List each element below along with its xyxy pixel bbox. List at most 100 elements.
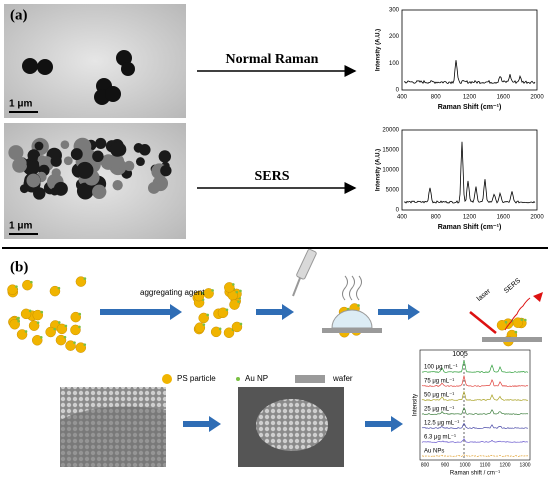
- ps-particle: [16, 329, 28, 340]
- x-tick-label: 1000: [459, 462, 470, 468]
- laser-label: laser: [476, 287, 493, 303]
- au-np: [239, 322, 243, 326]
- x-tick-label: 800: [431, 95, 442, 101]
- au-np: [83, 277, 87, 280]
- x-tick-label: 2000: [530, 95, 544, 101]
- particle: [110, 142, 125, 157]
- au-np: [57, 286, 61, 290]
- au-np: [28, 309, 32, 313]
- ps-particle: [75, 276, 87, 287]
- y-tick-label: 100: [389, 61, 400, 67]
- ps-particle: [31, 335, 43, 346]
- legend-entry: wafer: [332, 374, 353, 383]
- particle: [147, 182, 160, 194]
- particle: [124, 160, 135, 172]
- particle: [60, 140, 70, 150]
- ps-particle: [22, 279, 33, 291]
- spectrum: [421, 422, 529, 429]
- x-tick-label: 2000: [530, 215, 544, 221]
- ps-particle: [28, 320, 40, 331]
- particle: [101, 159, 111, 169]
- legend: PS particle Au NP wafer: [162, 374, 353, 384]
- spectrum: [421, 454, 529, 457]
- au-np: [524, 318, 527, 322]
- au-np: [40, 310, 44, 314]
- au-np: [232, 283, 235, 286]
- spectrum: [421, 438, 529, 443]
- peak-label: 1005: [452, 351, 468, 358]
- concentration-label: 12.5 μg mL⁻¹: [424, 421, 459, 427]
- scale-text: 1 μm: [9, 99, 32, 110]
- ps-particle: [9, 318, 20, 330]
- ps-particle: [7, 284, 18, 295]
- au-np: [78, 312, 82, 316]
- concentration-label: Au NPs: [424, 449, 444, 455]
- panel-label: (b): [10, 259, 28, 275]
- ps-particle: [224, 282, 235, 293]
- au-np: [504, 320, 508, 324]
- particle: [63, 156, 73, 166]
- x-tick-label: 900: [441, 462, 450, 468]
- spectrum: [421, 374, 529, 387]
- y-tick-label: 300: [389, 8, 400, 14]
- ps-particle: [496, 319, 508, 331]
- au-np: [39, 335, 43, 339]
- ps-particle: [20, 308, 32, 320]
- x-axis-label: Raman Shift (cm⁻¹): [438, 224, 502, 231]
- particle: [139, 144, 151, 156]
- y-axis-label: Intensity (A.U.): [376, 149, 382, 191]
- measurement: [469, 292, 543, 342]
- particle: [95, 137, 107, 150]
- concentration-label: 100 μg mL⁻¹: [424, 365, 458, 371]
- plot-frame: [419, 349, 531, 461]
- concentration-label: 50 μg mL⁻¹: [424, 393, 454, 399]
- ps-particle: [65, 340, 76, 351]
- particle: [92, 184, 107, 199]
- particle: [70, 148, 83, 161]
- aggregate: [8, 137, 172, 200]
- au-np: [15, 285, 18, 288]
- sers-label: SERS: [503, 277, 522, 295]
- au-np: [201, 291, 205, 295]
- spectrum: [421, 406, 529, 415]
- au-np: [17, 319, 20, 323]
- au-np: [64, 324, 68, 328]
- ps-particle: [45, 326, 56, 338]
- x-tick-label: 400: [397, 95, 408, 101]
- particle: [76, 182, 94, 200]
- x-tick-label: 1100: [480, 462, 491, 468]
- x-tick-label: 1600: [497, 95, 511, 101]
- x-tick-label: 1200: [463, 215, 477, 221]
- ps-particle: [229, 299, 240, 310]
- au-np: [57, 321, 61, 324]
- particle: [8, 145, 24, 161]
- x-tick-label: 1300: [519, 462, 530, 468]
- pipette: [292, 248, 317, 297]
- particle: [76, 161, 94, 179]
- drying: [322, 275, 382, 333]
- spectrum: [421, 360, 529, 373]
- particles: [22, 50, 135, 105]
- ps-particle: [32, 309, 44, 321]
- particle: [160, 164, 172, 177]
- y-tick-label: 0: [396, 208, 400, 214]
- particle: [13, 156, 27, 170]
- ps-particle: [223, 327, 235, 338]
- y-tick-label: 10000: [382, 168, 399, 174]
- y-tick-label: 15000: [382, 148, 399, 154]
- plot-frame: [401, 9, 538, 91]
- x-tick-label: 1600: [497, 215, 511, 221]
- au-np: [225, 308, 229, 312]
- spectrum: [404, 60, 536, 85]
- au-np: [520, 318, 524, 321]
- au-np: [73, 341, 76, 344]
- ps-particle: [194, 322, 206, 333]
- au-np: [514, 330, 518, 334]
- au-np: [357, 304, 360, 307]
- au-np: [235, 290, 239, 294]
- au-np: [24, 330, 28, 333]
- method-label: Normal Raman: [226, 52, 319, 67]
- au-np: [78, 325, 81, 329]
- plot-frame: [401, 129, 538, 211]
